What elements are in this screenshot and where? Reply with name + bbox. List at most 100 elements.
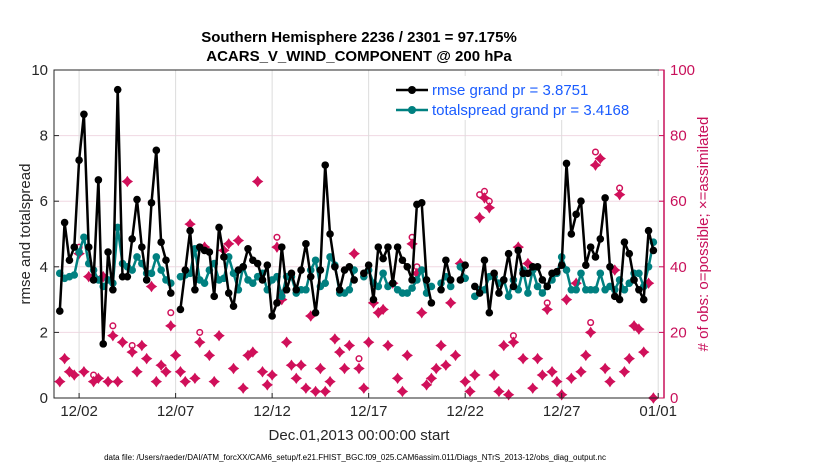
spread-point (311, 256, 320, 265)
assimilated-obs-marker (116, 336, 129, 348)
rmse-point (302, 240, 310, 248)
rmse-point (239, 263, 247, 271)
spread-point (75, 248, 83, 256)
assimilated-obs-marker (348, 247, 360, 260)
y-axis-label: rmse and totalspread (17, 164, 34, 305)
spread-point (591, 285, 600, 294)
assimilated-obs-marker (150, 375, 163, 388)
rmse-point (615, 295, 624, 304)
assimilated-obs-marker (589, 159, 602, 171)
assimilated-obs-marker (92, 372, 105, 385)
assimilated-obs-marker (633, 323, 645, 335)
x-tick-label: 12/07 (157, 403, 195, 420)
spread-point (533, 282, 542, 291)
assimilated-obs-marker (78, 366, 90, 378)
legend: rmse grand pr = 3.8751 totalspread grand… (390, 76, 660, 120)
rmse-point (253, 259, 262, 268)
rmse-point (157, 238, 165, 246)
possible-obs-marker (196, 328, 204, 336)
rmse-point (499, 276, 508, 284)
rmse-point (166, 289, 175, 297)
spread-point (524, 289, 532, 297)
assimilated-obs-marker (194, 336, 206, 348)
assimilated-obs-marker (126, 346, 138, 358)
assimilated-obs-marker (58, 352, 71, 365)
assimilated-obs-marker (396, 385, 409, 398)
assimilated-obs-marker (517, 352, 529, 365)
assimilated-obs-marker (444, 297, 457, 309)
assimilated-obs-marker (430, 362, 442, 375)
rmse-point (128, 235, 136, 243)
assimilated-obs-marker (169, 349, 182, 362)
rmse-point (471, 282, 479, 291)
rmse-point (427, 299, 436, 307)
rmse-point (562, 159, 571, 168)
rmse-point (485, 308, 494, 317)
assimilated-obs-marker (165, 320, 177, 332)
rmse-point (321, 161, 330, 169)
assimilated-obs-marker (599, 362, 611, 375)
rmse-point (591, 253, 600, 261)
assimilated-obs-marker (290, 372, 302, 385)
assimilated-obs-marker (343, 339, 356, 352)
assimilated-obs-marker (295, 359, 307, 371)
rmse-point (282, 285, 291, 294)
rmse-point (147, 199, 156, 207)
assimilated-obs-marker (502, 388, 515, 401)
rmse-point (152, 146, 161, 155)
assimilated-obs-marker (613, 188, 626, 201)
spread-point (147, 269, 156, 278)
assimilated-obs-marker (638, 346, 650, 358)
rmse-point (437, 285, 445, 294)
y-tick-label: 0 (40, 390, 48, 407)
assimilated-obs-marker (628, 320, 640, 332)
rmse-point (55, 307, 64, 315)
rmse-point (80, 110, 88, 119)
assimilated-obs-marker (237, 382, 249, 394)
assimilated-obs-marker (174, 366, 187, 378)
x-tick-label: 12/17 (350, 403, 388, 420)
rmse-point (480, 256, 489, 265)
assimilated-obs-marker (213, 329, 225, 342)
spread-point (635, 269, 643, 278)
rmse-point (649, 246, 658, 255)
assimilated-obs-marker (435, 339, 447, 352)
y-tick-label: 10 (31, 62, 48, 79)
y-right-tick-label: 0 (670, 390, 678, 407)
rmse-point (635, 285, 643, 294)
rmse-point (586, 243, 595, 251)
spread-point (200, 279, 209, 288)
assimilated-obs-marker (604, 375, 616, 388)
spread-point (562, 266, 571, 274)
spread-point (277, 292, 286, 301)
legend-box (390, 76, 660, 120)
rmse-point (258, 276, 267, 284)
spread-point (113, 223, 122, 232)
spread-point (572, 285, 580, 294)
rmse-point (229, 302, 238, 310)
assimilated-obs-marker (329, 333, 341, 345)
legend-spread-marker (408, 106, 416, 114)
rmse-point (335, 285, 344, 294)
assimilated-obs-marker (68, 369, 80, 381)
assimilated-obs-marker (179, 375, 191, 388)
assimilated-obs-marker (362, 336, 375, 348)
assimilated-obs-marker (227, 362, 240, 375)
rmse-point (360, 269, 368, 278)
chart-title-line2: ACARS_V_WIND_COMPONENT @ 200 hPa (206, 48, 512, 65)
rmse-point (287, 269, 296, 278)
y-right-tick-label: 40 (670, 259, 687, 276)
assimilated-obs-marker (145, 280, 158, 293)
assimilated-obs-marker (208, 375, 220, 388)
assimilated-obs-marker (222, 238, 235, 250)
rmse-point (94, 176, 103, 184)
rmse-point (350, 276, 358, 284)
spread-point (70, 271, 79, 279)
y-tick-label: 4 (40, 259, 48, 276)
rmse-point (384, 243, 392, 251)
rmse-point (210, 292, 219, 301)
rmse-point (408, 276, 416, 284)
assimilated-obs-marker (280, 336, 293, 348)
assimilated-obs-marker (358, 382, 370, 394)
